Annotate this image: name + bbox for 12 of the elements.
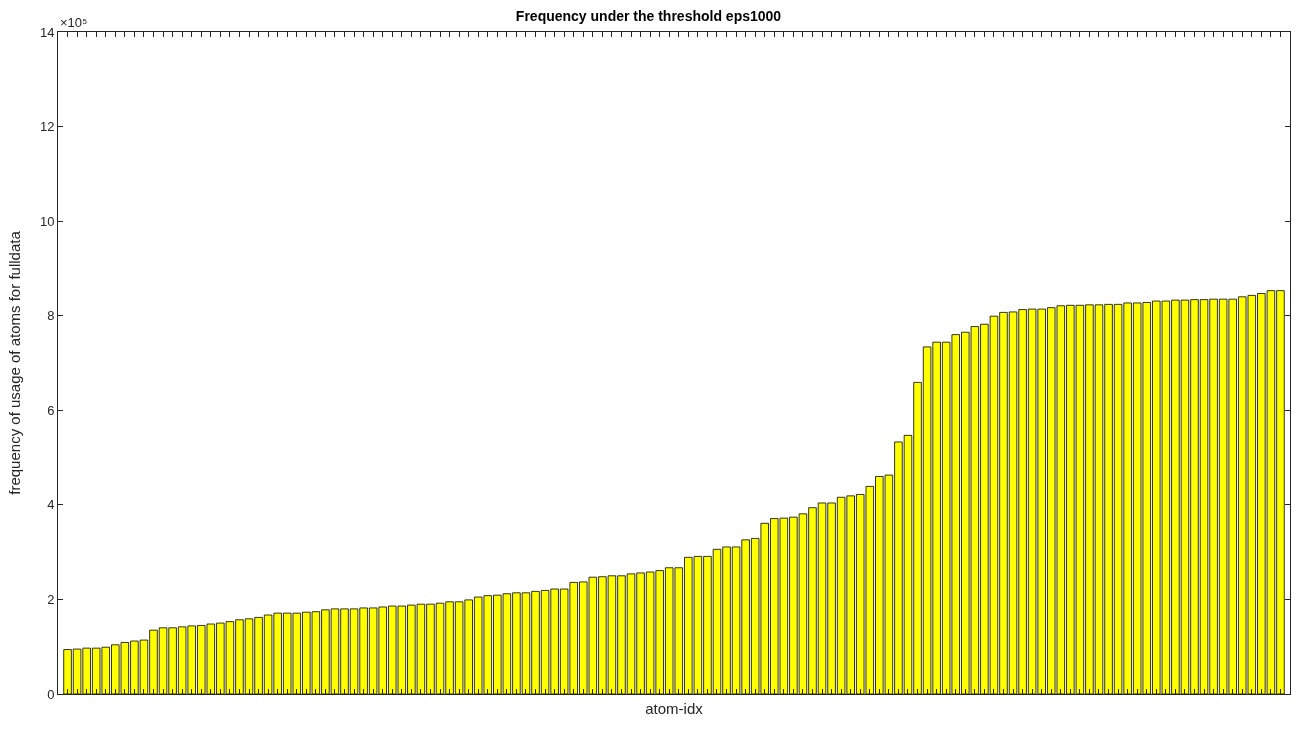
y-tick-label: 6 [47, 402, 55, 418]
y-tick-label: 14 [39, 24, 55, 40]
y-tick-label: 0 [47, 686, 55, 702]
y-axis-title: frequency of usage of atoms for fulldata [6, 230, 24, 495]
y-tick-label: 8 [47, 308, 55, 324]
chart-title: Frequency under the threshold eps1000 [515, 8, 782, 25]
y-tick-label: 10 [39, 213, 55, 229]
x-axis-title: atom-idx [645, 699, 704, 717]
y-tick-label: 4 [47, 497, 55, 513]
text: ×10⁵ [60, 15, 88, 30]
y-tick-label: 2 [47, 591, 55, 607]
y-tick-label: 12 [39, 119, 55, 135]
